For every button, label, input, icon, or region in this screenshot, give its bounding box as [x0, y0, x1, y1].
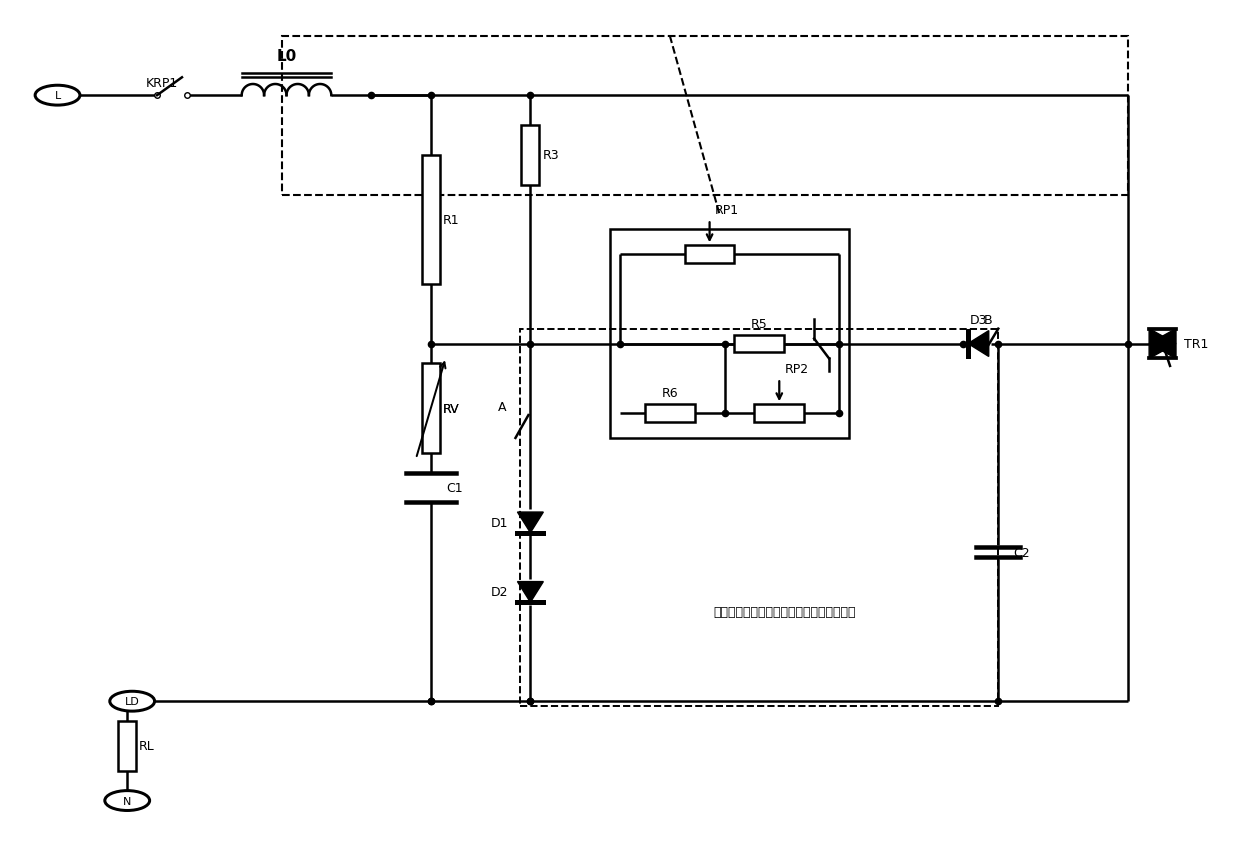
Bar — [734, 335, 784, 353]
Bar — [610, 230, 849, 438]
Text: C2: C2 — [1013, 546, 1030, 559]
Bar — [281, 37, 1127, 195]
Polygon shape — [517, 513, 543, 533]
Ellipse shape — [35, 86, 79, 106]
Text: C1: C1 — [446, 482, 463, 495]
Bar — [118, 722, 136, 771]
Text: RP1: RP1 — [714, 204, 739, 218]
Text: A: A — [498, 401, 507, 414]
Text: R6: R6 — [661, 386, 678, 400]
Text: L0: L0 — [277, 49, 296, 64]
Text: RL: RL — [139, 740, 155, 752]
Bar — [645, 404, 694, 422]
Ellipse shape — [105, 791, 150, 810]
Text: RV: RV — [443, 402, 460, 415]
Bar — [754, 404, 805, 422]
Text: R1: R1 — [443, 213, 460, 227]
Polygon shape — [968, 331, 988, 357]
Bar — [684, 246, 734, 264]
Text: D2: D2 — [491, 586, 508, 599]
Text: R3: R3 — [542, 149, 559, 162]
Text: R5: R5 — [751, 317, 768, 330]
Text: RV: RV — [443, 402, 460, 415]
Bar — [522, 126, 539, 185]
Text: N: N — [123, 796, 131, 805]
Text: KRP1: KRP1 — [146, 77, 179, 90]
Polygon shape — [517, 582, 543, 602]
Polygon shape — [1149, 329, 1176, 359]
Text: LD: LD — [125, 696, 140, 706]
Bar — [422, 364, 440, 453]
Text: L: L — [55, 91, 61, 101]
Ellipse shape — [110, 692, 155, 711]
Polygon shape — [1149, 329, 1176, 359]
Text: RP2: RP2 — [784, 363, 808, 376]
Bar — [422, 155, 440, 285]
Text: TR1: TR1 — [1184, 338, 1209, 351]
Text: 受控机械类开关不局限于普通机械含继电器: 受控机械类开关不局限于普通机械含继电器 — [713, 606, 856, 618]
Text: B: B — [985, 313, 993, 327]
Text: D1: D1 — [491, 516, 508, 529]
Bar — [521, 329, 998, 706]
Text: D3: D3 — [970, 313, 987, 327]
